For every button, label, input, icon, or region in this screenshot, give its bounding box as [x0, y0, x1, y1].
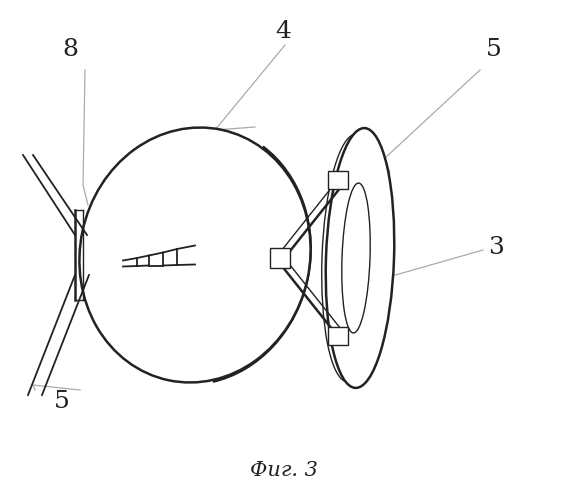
- Ellipse shape: [119, 170, 272, 340]
- Ellipse shape: [176, 234, 214, 276]
- Text: 5: 5: [486, 38, 502, 62]
- FancyBboxPatch shape: [328, 327, 348, 345]
- Ellipse shape: [136, 190, 255, 320]
- Text: 5: 5: [54, 390, 70, 413]
- Ellipse shape: [321, 134, 382, 382]
- Ellipse shape: [152, 207, 238, 303]
- Text: 4: 4: [275, 20, 291, 44]
- FancyBboxPatch shape: [270, 248, 290, 268]
- Ellipse shape: [90, 138, 301, 372]
- Text: Фиг. 3: Фиг. 3: [249, 460, 318, 479]
- Ellipse shape: [185, 244, 205, 266]
- FancyBboxPatch shape: [328, 171, 348, 189]
- Ellipse shape: [325, 128, 394, 388]
- Text: 3: 3: [488, 236, 504, 260]
- Ellipse shape: [79, 128, 311, 382]
- Ellipse shape: [342, 183, 370, 333]
- Ellipse shape: [165, 222, 225, 288]
- Text: 8: 8: [62, 38, 78, 62]
